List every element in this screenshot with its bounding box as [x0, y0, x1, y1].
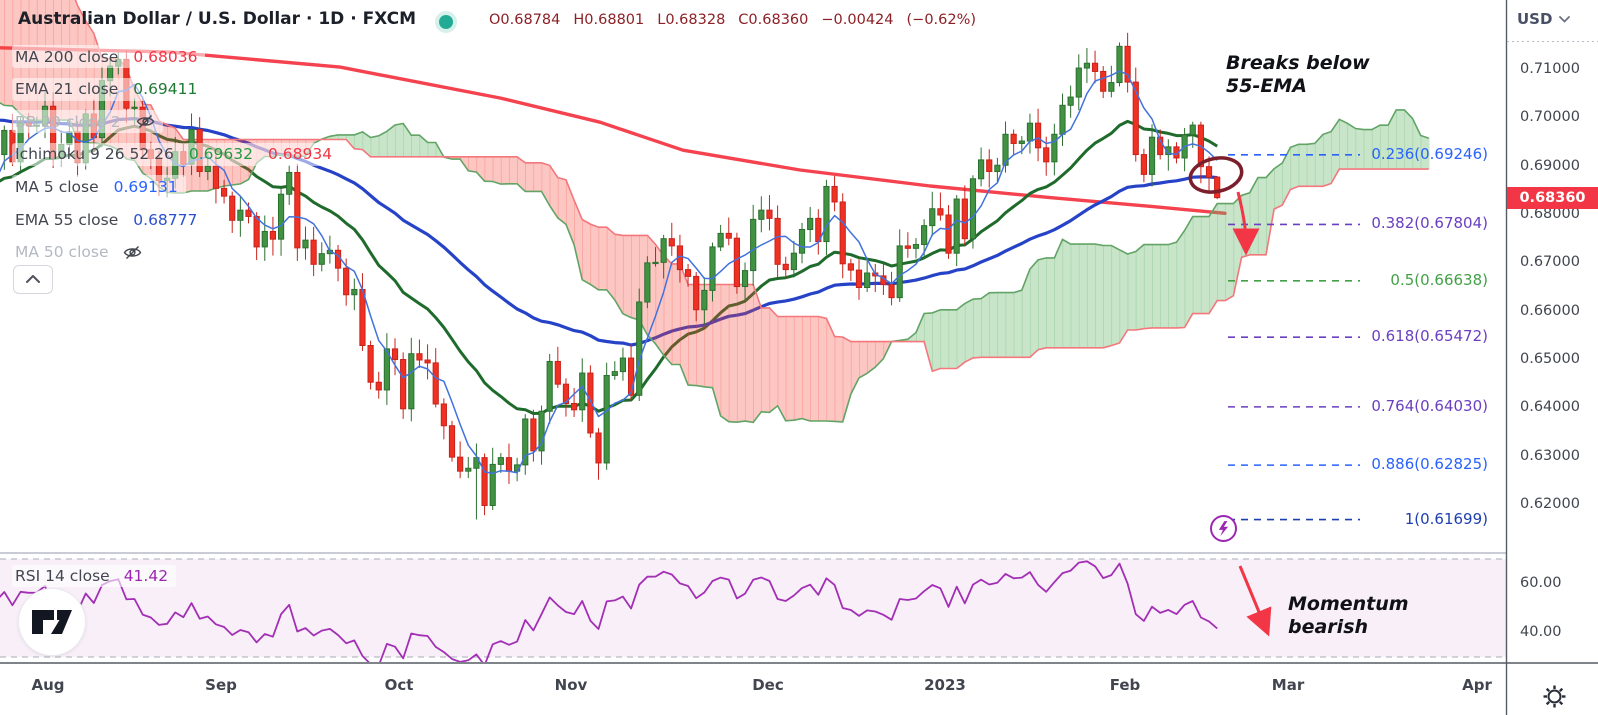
time-label-feb: Feb: [1109, 676, 1141, 694]
time-label-nov: Nov: [554, 676, 588, 694]
price-tick: 0.70000: [1520, 109, 1580, 126]
legend-row-ema-21-close[interactable]: EMA 21 close 0.69411: [12, 77, 206, 101]
fib-label: 1(0.61699): [1404, 509, 1488, 528]
settings-gear-icon[interactable]: [1540, 682, 1569, 711]
currency-selector[interactable]: USD: [1517, 10, 1571, 28]
legend-label: Ichimoku 9 26 52 26: [15, 145, 174, 164]
price-tick: 0.63000: [1520, 447, 1580, 464]
annotation-momentum-bearish: Momentum bearish: [1288, 593, 1409, 638]
chevron-down-icon: [1559, 15, 1571, 23]
time-label-aug: Aug: [31, 676, 65, 694]
price-tick: 0.62000: [1520, 496, 1580, 512]
rsi-tick: 60.00: [1520, 574, 1562, 591]
price-tick: 0.68000: [1520, 206, 1580, 222]
legend-label: MA 5 close: [15, 177, 99, 196]
legend-value: 0.69411: [133, 80, 198, 99]
legend-label: EMA 21 close: [15, 80, 119, 99]
price-tick: 0.67000: [1520, 254, 1580, 271]
fib-label: 0.236(0.69246): [1371, 144, 1488, 163]
collapse-legend-button[interactable]: [13, 265, 53, 294]
fib-label: 0.886(0.62825): [1371, 455, 1488, 474]
legend-value-2: 0.68934: [267, 145, 333, 164]
legend-label: MA 50 close: [15, 243, 109, 262]
legend-row-ichimoku-9-26-52-26[interactable]: Ichimoku 9 26 52 26 0.69632 0.68934: [12, 142, 341, 166]
open-value: O0.68784: [489, 12, 561, 28]
time-label-dec: Dec: [752, 676, 784, 694]
tradingview-logo[interactable]: [19, 589, 85, 655]
ohlc-readout: O0.68784 H0.68801 L0.68328 C0.68360 −0.0…: [489, 12, 976, 28]
legend-value: 0.68777: [133, 210, 198, 229]
fib-label: 0.5(0.66638): [1390, 270, 1488, 289]
time-label-sep: Sep: [205, 676, 237, 694]
price-tick: 0.65000: [1520, 351, 1580, 367]
rsi-legend[interactable]: RSI 14 close 41.42: [12, 565, 177, 587]
rsi-tick: 40.00: [1520, 623, 1562, 640]
price-tick: 0.66000: [1520, 302, 1580, 319]
legend-value: 0.69632: [188, 145, 253, 164]
annotation-breaks-below: Breaks below 55-EMA: [1226, 52, 1370, 97]
price-tick: 0.71000: [1520, 61, 1580, 77]
change-value: −0.00424: [821, 12, 894, 28]
legend-row-ema-55-close[interactable]: EMA 55 close 0.68777: [12, 208, 206, 231]
fib-label: 0.618(0.65472): [1371, 327, 1488, 346]
rsi-value: 41.42: [123, 567, 169, 585]
time-label-2023: 2023: [924, 676, 966, 694]
tradingview-logo-glyph: [32, 610, 72, 634]
high-value: H0.68801: [573, 12, 645, 28]
legend-row-ma-200-close[interactable]: MA 200 close 0.68036: [12, 45, 206, 68]
time-label-apr: Apr: [1462, 676, 1492, 694]
price-tick: 0.69000: [1520, 157, 1580, 174]
chevron-up-icon: [26, 275, 40, 283]
legend-row-ma-5-close[interactable]: MA 5 close 0.69131: [12, 175, 186, 199]
fib-label: 0.382(0.67804): [1371, 214, 1488, 233]
legend-label: EMA 55 close: [15, 210, 119, 229]
eye-off-icon[interactable]: [136, 114, 155, 129]
legend-row-bb-20-close-2[interactable]: BB 20 close 2: [12, 110, 163, 134]
legend-value: 0.68036: [133, 47, 198, 66]
last-price-badge: 0.68360: [1507, 186, 1598, 209]
legend-row-ma-50-close[interactable]: MA 50 close: [12, 240, 151, 264]
time-label-oct: Oct: [384, 676, 414, 694]
market-status-dot: [435, 11, 457, 33]
fib-label: 0.764(0.64030): [1371, 396, 1488, 415]
change-pct: (−0.62%): [906, 12, 977, 28]
legend-label: MA 200 close: [15, 47, 119, 66]
time-label-mar: Mar: [1271, 676, 1305, 694]
lightning-icon[interactable]: [1209, 514, 1238, 543]
low-value: L0.68328: [657, 12, 726, 28]
price-tick: 0.64000: [1520, 399, 1580, 416]
legend-label: BB 20 close 2: [15, 112, 121, 131]
rsi-label: RSI 14 close: [15, 567, 110, 585]
close-value: C0.68360: [738, 12, 809, 28]
legend-value: 0.69131: [113, 177, 178, 196]
eye-off-icon[interactable]: [123, 245, 142, 260]
symbol-title[interactable]: Australian Dollar / U.S. Dollar · 1D · F…: [18, 9, 417, 29]
